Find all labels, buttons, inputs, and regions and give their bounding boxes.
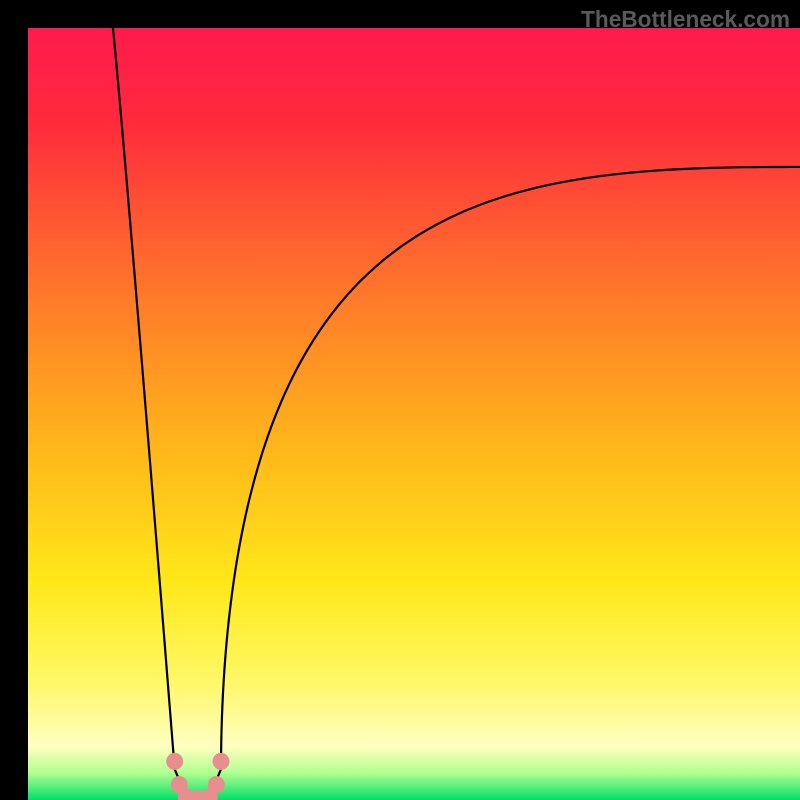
bottleneck-chart: TheBottleneck.com xyxy=(0,0,800,800)
data-marker xyxy=(208,776,225,793)
attribution-text: TheBottleneck.com xyxy=(581,6,790,33)
chart-svg xyxy=(0,0,800,800)
data-marker xyxy=(213,753,230,770)
data-marker xyxy=(166,753,183,770)
